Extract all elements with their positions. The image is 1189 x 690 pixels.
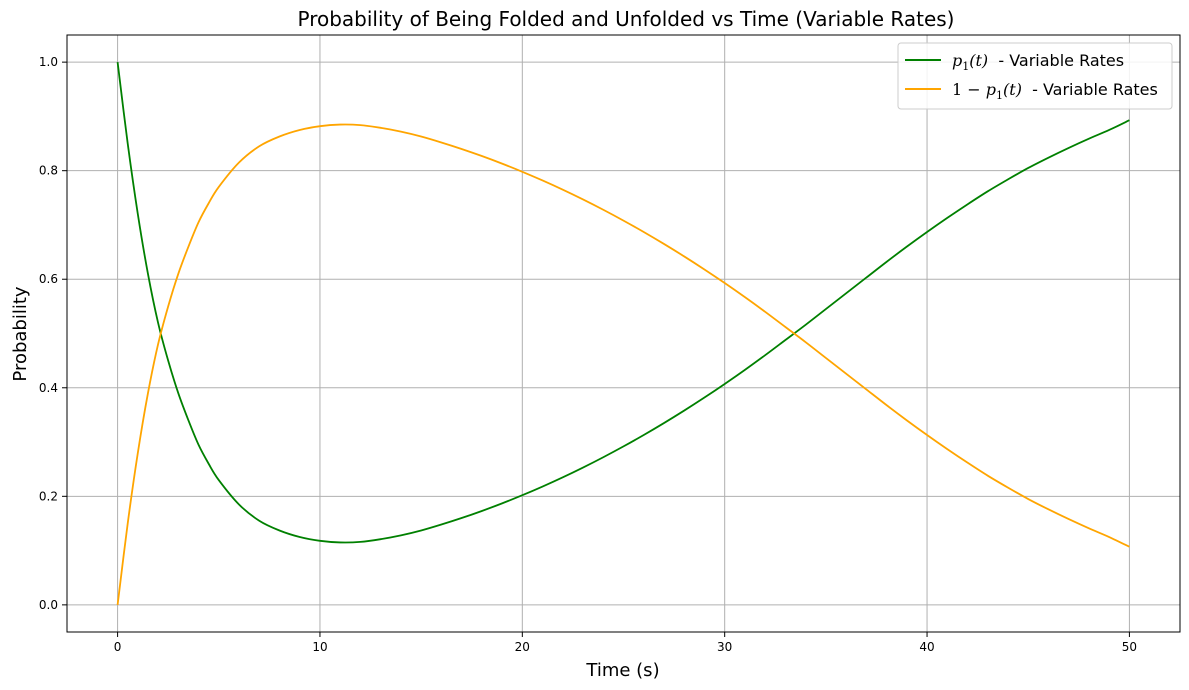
legend-entry-one-minus-p1: 1 − p1(t) - Variable Rates <box>952 80 1158 102</box>
legend: p1(t) - Variable Rates 1 − p1(t) - Varia… <box>897 42 1173 110</box>
plot-frame <box>66 34 1181 633</box>
legend-p1-arg: (t) <box>969 51 988 70</box>
y-tick-label: 1.0 <box>39 55 58 69</box>
legend-one-minus-prefix: 1 − <box>952 80 986 99</box>
x-tick-label: 40 <box>919 640 934 654</box>
series-line-one-minus-p1 <box>116 123 1130 605</box>
chart-title: Probability of Being Folded and Unfolded… <box>298 7 955 31</box>
legend-entry-p1: p1(t) - Variable Rates <box>952 51 1124 73</box>
y-tick-label: 0.8 <box>39 164 58 178</box>
x-tick-label: 20 <box>515 640 530 654</box>
y-axis-label: Probability <box>10 286 31 381</box>
x-tick-label: 0 <box>114 640 122 654</box>
legend-p1-subscript-2: 1 <box>996 89 1003 102</box>
y-tick-label: 0.6 <box>39 272 58 286</box>
series-layer <box>116 62 1130 605</box>
x-axis-label: Time (s) <box>585 660 659 681</box>
legend-p1-subscript: 1 <box>962 60 969 73</box>
legend-p1-arg-2: (t) <box>1003 80 1022 99</box>
x-tick-label: 30 <box>717 640 732 654</box>
series-line-p1 <box>116 62 1130 544</box>
x-ticks: 0 10 20 30 40 50 <box>114 632 1137 654</box>
x-tick-label: 50 <box>1122 640 1137 654</box>
legend-box <box>897 42 1173 110</box>
legend-p1-symbol-2: p <box>986 80 996 99</box>
grid-layer <box>67 35 1180 632</box>
legend-p1-suffix: - Variable Rates <box>988 51 1124 70</box>
y-tick-label: 0.2 <box>39 489 58 503</box>
legend-p1-suffix-2: - Variable Rates <box>1022 80 1158 99</box>
y-ticks: 0.0 0.2 0.4 0.6 0.8 1.0 <box>39 55 67 612</box>
y-tick-label: 0.0 <box>39 598 58 612</box>
legend-p1-symbol: p <box>952 51 962 70</box>
x-tick-label: 10 <box>312 640 327 654</box>
y-tick-label: 0.4 <box>39 381 58 395</box>
